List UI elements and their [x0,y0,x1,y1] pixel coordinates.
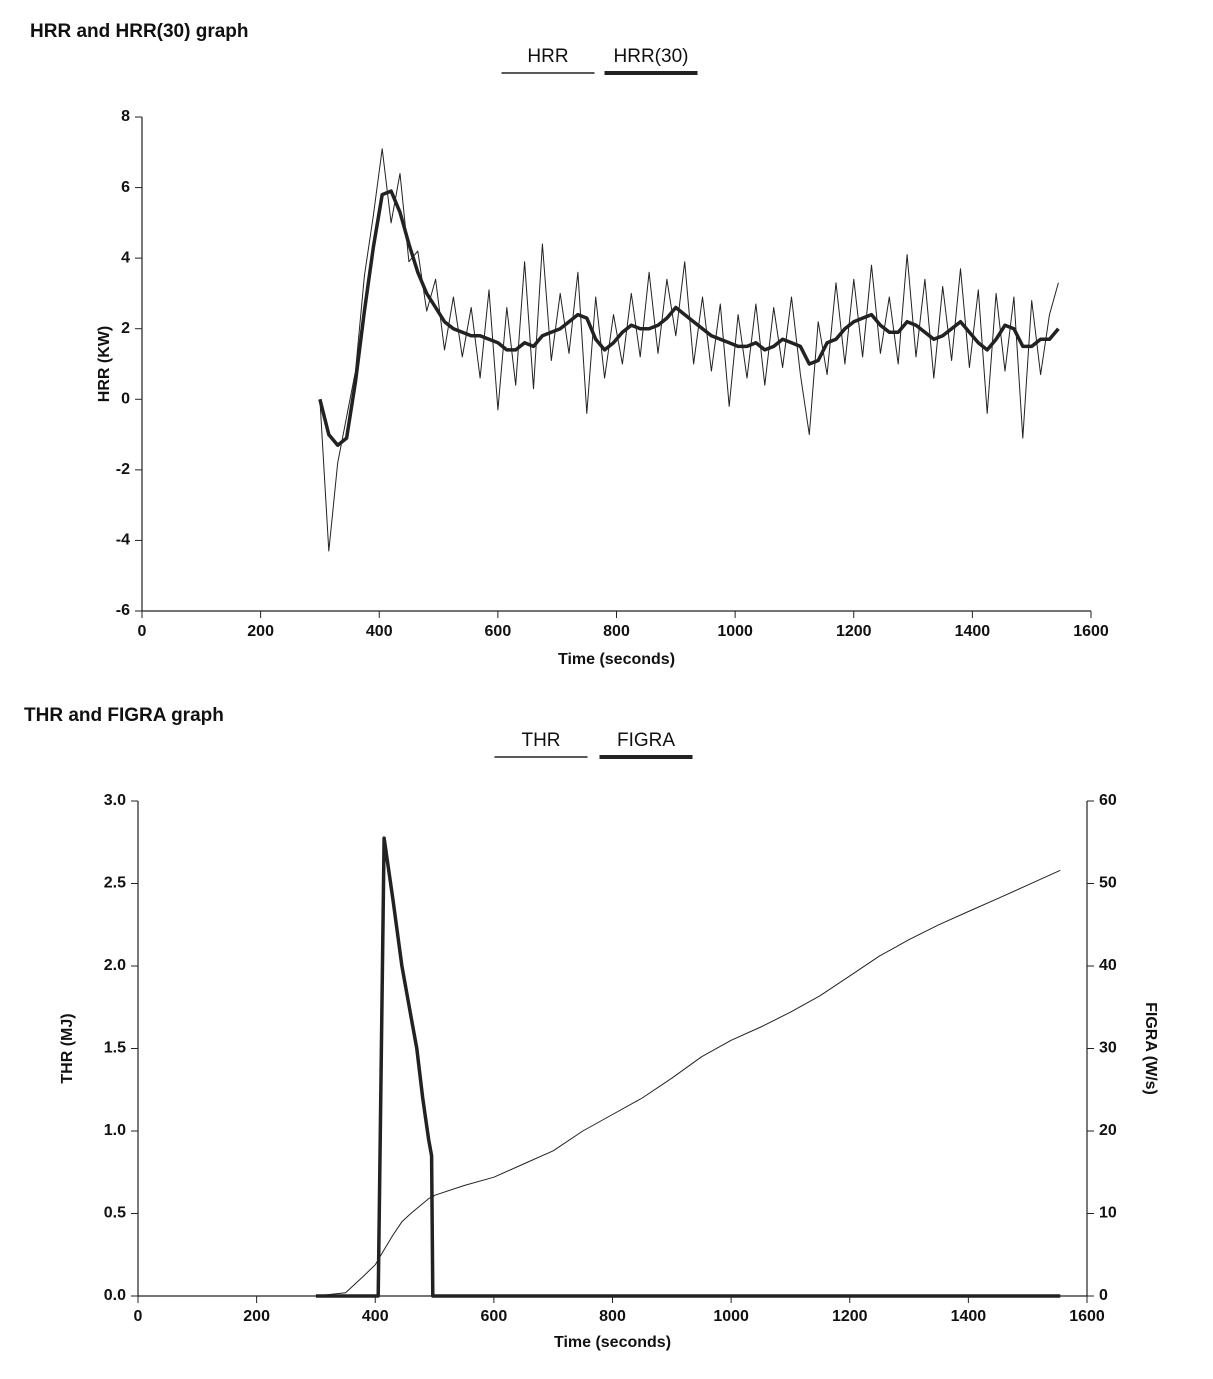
x-tick-label: 1000 [713,1308,749,1325]
y2-tick-label: 40 [1099,957,1117,974]
legend-label: THR [521,730,560,751]
y-tick-label: 6 [121,179,130,196]
y-tick-label: 3.0 [104,792,126,809]
y-tick-label: 0.5 [104,1205,126,1222]
chart-title: THR and FIGRA graph [24,705,224,726]
y-tick-label: 8 [121,108,130,125]
y-tick-label: 2.5 [104,875,126,892]
x-tick-label: 1400 [955,623,991,640]
x-tick-label: 600 [481,1308,508,1325]
y2-axis-label: FIGRA (W/s) [1142,1002,1159,1095]
y-tick-label: 2.0 [104,957,126,974]
x-tick-label: 400 [366,623,393,640]
y-tick-label: 0 [121,391,130,408]
y2-tick-label: 50 [1099,875,1117,892]
x-tick-label: 1600 [1073,623,1109,640]
series-line [315,836,1061,1298]
x-tick-label: 1600 [1069,1308,1105,1325]
x-tick-label: 0 [138,623,147,640]
x-tick-label: 1200 [832,1308,868,1325]
x-tick-label: 400 [362,1308,389,1325]
y2-tick-label: 0 [1099,1287,1108,1304]
legend-label: FIGRA [617,730,675,751]
x-axis-label: Time (seconds) [554,1334,671,1351]
series-line [315,869,1061,1297]
y-tick-label: 1.0 [104,1122,126,1139]
legend-label: HRR(30) [614,46,689,67]
y2-tick-label: 60 [1099,792,1117,809]
series-line [318,189,1060,447]
y-axis-label: HRR (KW) [96,326,113,402]
y-tick-label: -2 [116,461,130,478]
y2-tick-label: 30 [1099,1040,1117,1057]
y2-tick-label: 10 [1099,1205,1117,1222]
y-tick-label: 1.5 [104,1040,126,1057]
y2-tick-label: 20 [1099,1122,1117,1139]
legend-label: HRR [527,46,568,67]
y-axis-label: THR (MJ) [59,1013,76,1083]
x-tick-label: 1000 [717,623,753,640]
x-tick-label: 1400 [951,1308,987,1325]
x-tick-label: 1200 [836,623,872,640]
y-tick-label: -6 [116,602,130,619]
y-tick-label: 4 [121,249,130,266]
series-line [319,148,1059,552]
x-tick-label: 800 [599,1308,626,1325]
x-tick-label: 200 [243,1308,270,1325]
x-axis-label: Time (seconds) [558,651,675,668]
y-tick-label: -4 [116,532,130,549]
y-tick-label: 0.0 [104,1287,126,1304]
x-tick-label: 0 [134,1308,143,1325]
x-tick-label: 800 [603,623,630,640]
y-tick-label: 2 [121,320,130,337]
chart-title: HRR and HRR(30) graph [30,21,249,42]
x-tick-label: 200 [247,623,274,640]
x-tick-label: 600 [485,623,512,640]
